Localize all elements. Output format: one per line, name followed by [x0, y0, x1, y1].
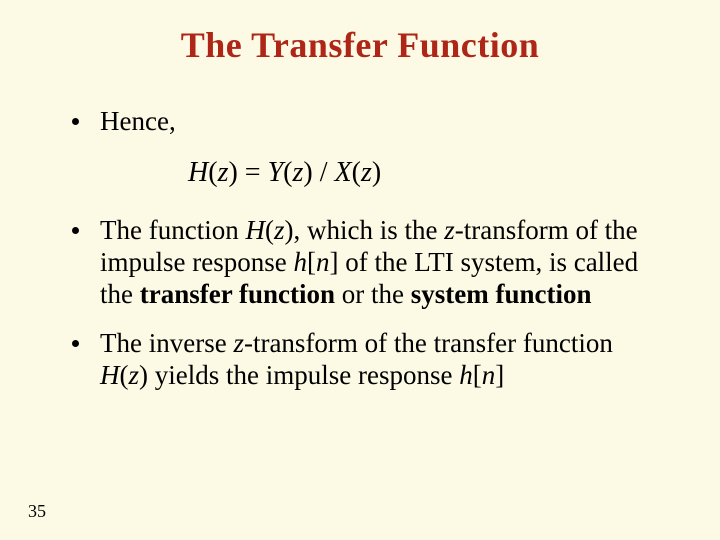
b2-sf: system function	[411, 279, 592, 309]
b3-brk-open: [	[473, 360, 482, 390]
equation: H(z) = Y(z) / X(z)	[188, 157, 381, 188]
b2-brk-open: [	[307, 247, 316, 277]
eq-Y: Y	[268, 157, 284, 188]
equation-row: H(z) = Y(z) / X(z)	[188, 156, 658, 189]
b3-H: H	[100, 360, 120, 390]
b2-H: H	[245, 215, 265, 245]
bullet-dot-icon	[72, 227, 79, 234]
slide: The Transfer Function Hence, H(z) = Y(z)…	[0, 0, 720, 540]
bullet-dot-icon	[72, 340, 79, 347]
b3-end: ]	[495, 360, 504, 390]
eq-equals: =	[238, 157, 268, 188]
b2-z1: z	[274, 215, 285, 245]
b2-z2: z	[444, 215, 455, 245]
slide-body: Hence, H(z) = Y(z) / X(z) The function H…	[0, 106, 720, 392]
eq-z2: z	[293, 157, 304, 188]
page-number: 35	[28, 501, 46, 522]
eq-open2: (	[283, 157, 292, 188]
b2-open: (	[265, 215, 274, 245]
bullet-dot-icon	[72, 118, 79, 125]
b3-h: h	[459, 360, 473, 390]
b2-tf: transfer function	[140, 279, 335, 309]
b3-n: n	[482, 360, 496, 390]
bullet-2: The function H(z), which is the z-transf…	[72, 215, 658, 311]
eq-close3: )	[372, 157, 381, 188]
eq-slash: /	[313, 157, 335, 188]
eq-open1: (	[208, 157, 217, 188]
b3-mid2: ) yields the impulse response	[139, 360, 459, 390]
eq-X: X	[335, 157, 352, 188]
bullet-3: The inverse z-transform of the transfer …	[72, 328, 658, 392]
b3-open: (	[120, 360, 129, 390]
b2-h: h	[293, 247, 307, 277]
eq-close1: )	[228, 157, 237, 188]
b3-pre: The inverse	[100, 328, 233, 358]
eq-z1: z	[218, 157, 229, 188]
bullet-1: Hence,	[72, 106, 658, 138]
eq-H: H	[188, 157, 208, 188]
eq-z3: z	[361, 157, 372, 188]
b2-n: n	[316, 247, 330, 277]
b2-pre: The function	[100, 215, 245, 245]
b3-z: z	[233, 328, 244, 358]
slide-title: The Transfer Function	[0, 0, 720, 66]
b3-z2: z	[129, 360, 140, 390]
eq-open3: (	[352, 157, 361, 188]
bullet-1-text: Hence,	[100, 106, 176, 136]
eq-close2: )	[303, 157, 312, 188]
b2-mid1: ), which is the	[284, 215, 444, 245]
b2-or: or the	[335, 279, 411, 309]
b3-mid1: -transform of the transfer function	[244, 328, 613, 358]
